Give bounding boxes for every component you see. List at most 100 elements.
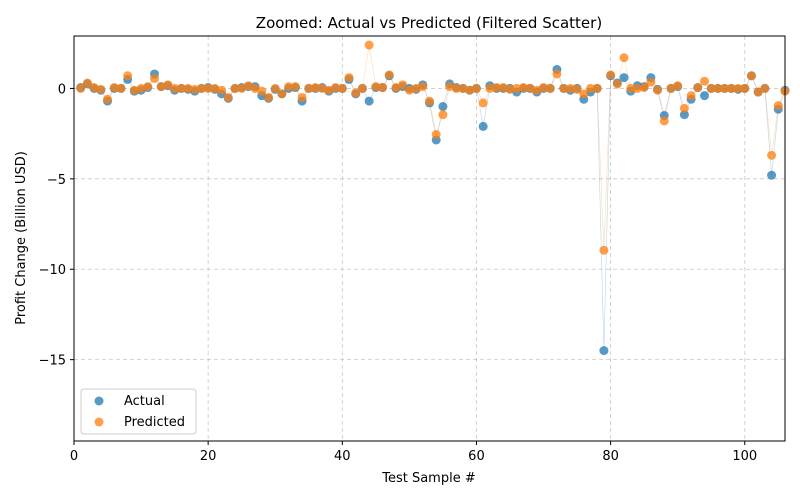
point-predicted <box>753 87 763 97</box>
point-predicted <box>639 83 649 93</box>
point-predicted <box>740 83 750 93</box>
point-predicted <box>378 83 388 93</box>
point-predicted <box>357 83 367 93</box>
point-predicted <box>183 83 193 93</box>
point-predicted <box>109 83 119 93</box>
x-tick-label: 20 <box>200 449 217 464</box>
point-predicted <box>371 82 381 92</box>
point-predicted <box>626 83 636 93</box>
point-actual <box>478 121 488 131</box>
x-tick-label: 100 <box>732 449 757 464</box>
point-predicted <box>304 83 314 93</box>
point-predicted <box>284 82 294 92</box>
point-predicted <box>559 83 569 93</box>
point-predicted <box>767 150 777 160</box>
point-predicted <box>438 110 448 120</box>
point-predicted <box>149 73 159 83</box>
point-predicted <box>632 83 642 93</box>
y-axis-label: Profit Change (Billion USD) <box>14 151 29 325</box>
plot-area-frame <box>73 35 786 442</box>
point-predicted <box>653 85 663 95</box>
legend: Actual Predicted <box>80 388 197 435</box>
point-predicted <box>572 84 582 94</box>
point-predicted <box>103 94 113 104</box>
point-predicted <box>116 83 126 93</box>
point-predicted <box>384 70 394 80</box>
point-predicted <box>726 83 736 93</box>
point-predicted <box>76 83 86 93</box>
point-predicted <box>579 89 589 99</box>
legend-box <box>80 388 197 435</box>
point-predicted <box>351 88 361 98</box>
point-actual <box>438 102 448 112</box>
point-actual <box>364 96 374 106</box>
point-actual <box>700 91 710 101</box>
point-predicted <box>270 83 280 93</box>
point-predicted <box>746 71 756 81</box>
y-tick-label: −10 <box>39 263 66 278</box>
point-predicted <box>364 40 374 50</box>
legend-label-actual: Actual <box>124 394 165 409</box>
point-predicted <box>331 83 341 93</box>
point-predicted <box>606 70 616 80</box>
point-predicted <box>492 83 502 93</box>
x-tick-label: 0 <box>70 449 78 464</box>
point-predicted <box>170 83 180 93</box>
y-tick-label: 0 <box>58 82 66 97</box>
point-actual <box>767 170 777 180</box>
predicted-points <box>76 40 790 255</box>
point-predicted <box>773 101 783 111</box>
point-predicted <box>720 83 730 93</box>
point-predicted <box>679 103 689 113</box>
point-predicted <box>478 98 488 108</box>
point-predicted <box>539 83 549 93</box>
point-predicted <box>230 83 240 93</box>
x-axis-ticks: 0 20 40 60 80 100 <box>70 441 757 464</box>
x-axis-label: Test Sample # <box>381 471 476 486</box>
point-predicted <box>485 83 495 93</box>
y-tick-label: −15 <box>39 354 66 369</box>
point-predicted <box>425 96 434 106</box>
x-tick-label: 60 <box>468 449 485 464</box>
point-predicted <box>451 83 461 93</box>
point-predicted <box>176 83 186 93</box>
point-predicted <box>545 83 555 93</box>
legend-label-predicted: Predicted <box>124 415 185 430</box>
point-predicted <box>431 130 441 140</box>
legend-marker-predicted <box>94 417 104 427</box>
point-predicted <box>760 83 770 93</box>
point-predicted <box>264 92 274 102</box>
point-predicted <box>733 83 743 93</box>
point-predicted <box>82 78 92 88</box>
point-predicted <box>552 69 562 79</box>
x-tick-label: 40 <box>334 449 351 464</box>
point-predicted <box>713 83 723 93</box>
point-actual <box>599 346 609 356</box>
point-predicted <box>277 89 287 99</box>
point-predicted <box>686 91 696 101</box>
point-predicted <box>163 80 173 90</box>
x-tick-label: 80 <box>602 449 619 464</box>
point-predicted <box>619 53 629 63</box>
point-predicted <box>585 83 595 93</box>
point-predicted <box>196 83 206 93</box>
point-predicted <box>505 84 515 94</box>
point-predicted <box>190 84 200 94</box>
point-predicted <box>217 85 227 95</box>
point-predicted <box>659 116 669 126</box>
point-predicted <box>290 82 300 92</box>
point-predicted <box>673 81 683 91</box>
point-predicted <box>337 83 347 93</box>
point-predicted <box>565 83 575 93</box>
point-predicted <box>612 79 622 89</box>
legend-marker-actual <box>94 396 104 406</box>
point-actual <box>679 110 689 120</box>
point-predicted <box>143 82 153 92</box>
y-axis-ticks: 0 −5 −10 −15 <box>39 82 74 369</box>
point-predicted <box>398 80 408 90</box>
chart-title: Zoomed: Actual vs Predicted (Filtered Sc… <box>256 14 602 32</box>
point-predicted <box>592 83 602 93</box>
y-tick-label: −5 <box>47 173 66 188</box>
point-predicted <box>223 92 233 102</box>
point-actual <box>619 73 629 83</box>
